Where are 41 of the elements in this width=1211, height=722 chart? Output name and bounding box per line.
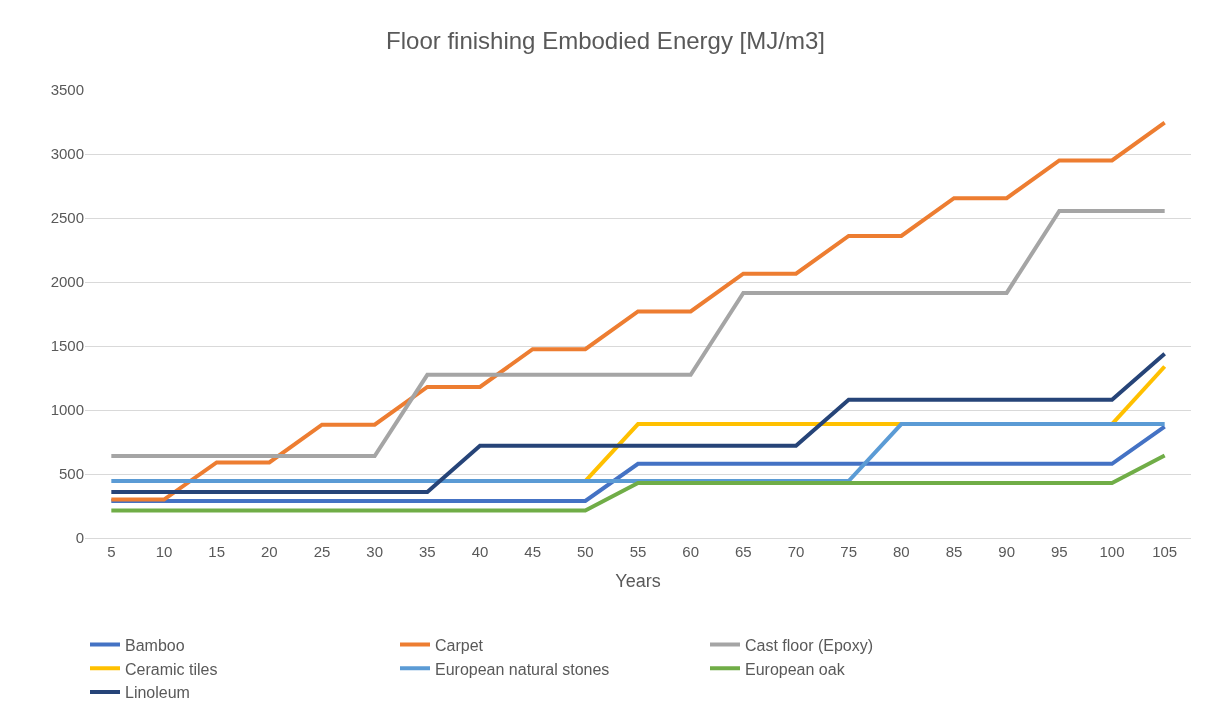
x-tick-label: 5	[107, 543, 116, 560]
x-tick-label: 35	[418, 543, 436, 560]
x-tick-label: 60	[682, 543, 700, 560]
x-tick-label: 45	[524, 543, 542, 560]
x-tick-label: 105	[1152, 543, 1178, 560]
line-series	[109, 208, 1167, 459]
x-tick-label: 90	[998, 543, 1016, 560]
chart-title: Floor finishing Embodied Energy [MJ/m3]	[386, 27, 825, 55]
y-tick-label: 1000	[50, 401, 84, 419]
x-axis-title: Years	[615, 571, 661, 592]
x-tick-label: 40	[471, 543, 489, 560]
x-tick-label: 95	[1050, 543, 1068, 560]
x-tick-label: 30	[366, 543, 384, 560]
legend-label: European natural stones	[435, 660, 610, 678]
x-tick-label: 15	[208, 543, 226, 560]
x-tick-label: 50	[576, 543, 594, 560]
legend-label: Carpet	[435, 636, 484, 654]
x-tick-label: 65	[734, 543, 752, 560]
y-tick-label: 2000	[50, 273, 84, 291]
x-tick-label: 10	[155, 543, 173, 560]
x-tick-label: 85	[945, 543, 963, 560]
x-tick-label: 70	[787, 543, 805, 560]
x-tick-label: 100	[1099, 543, 1125, 560]
y-tick-label: 3000	[50, 145, 84, 163]
y-tick-label: 1500	[50, 337, 84, 355]
x-tick-label: 80	[892, 543, 910, 560]
x-tick-label: 55	[629, 543, 647, 560]
legend-label: European oak	[745, 660, 846, 678]
line-series	[109, 351, 1167, 494]
x-tick-label: 25	[313, 543, 331, 560]
x-tick-label: 75	[840, 543, 858, 560]
y-tick-label: 2500	[50, 209, 84, 227]
legend-label: Bamboo	[125, 636, 185, 654]
y-tick-label: 3500	[50, 81, 84, 99]
y-tick-label: 500	[58, 465, 84, 483]
line-series	[109, 120, 1167, 502]
legend-label: Linoleum	[125, 684, 190, 702]
legend-label: Cast floor (Epoxy)	[745, 636, 874, 654]
y-tick-label: 0	[75, 529, 84, 547]
x-tick-label: 20	[260, 543, 278, 560]
legend-label: Ceramic tiles	[125, 660, 218, 678]
